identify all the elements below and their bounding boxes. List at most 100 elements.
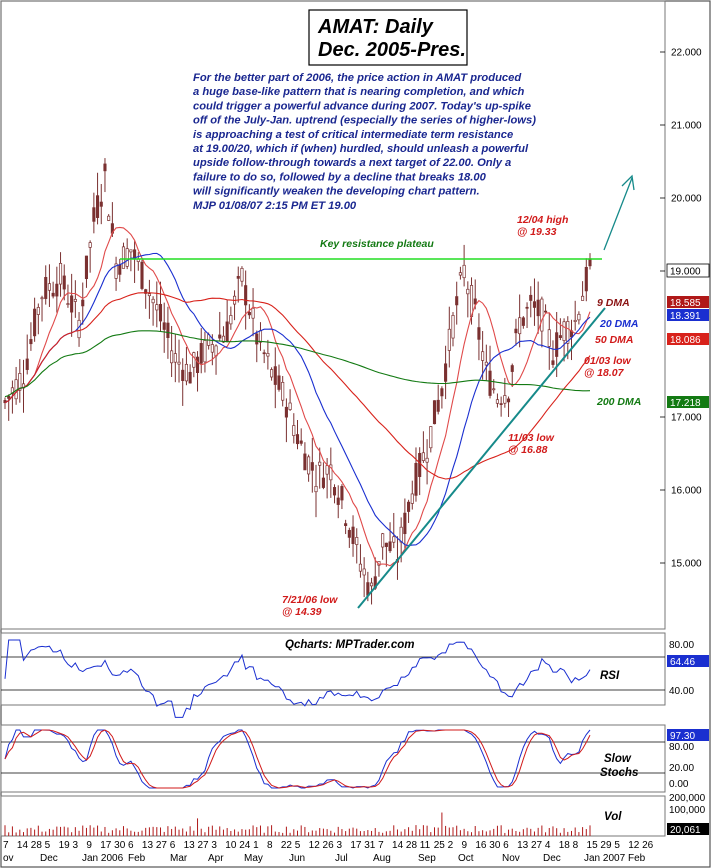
candle-body-149: [555, 332, 559, 357]
candle-body-3: [14, 379, 18, 400]
candle-body-7: [29, 339, 33, 345]
x-day-label-17: 24: [239, 840, 251, 851]
candle-body-14: [55, 283, 59, 297]
candle-body-77: [288, 402, 292, 410]
x-month-label-5: Apr: [208, 853, 224, 864]
commentary-line-1: a huge base-like pattern that is nearing…: [193, 86, 524, 98]
candle-body-30: [114, 263, 118, 279]
candle-body-156: [581, 295, 585, 301]
candle-body-155: [577, 313, 581, 321]
x-day-label-34: 16: [475, 840, 487, 851]
candle-body-128: [477, 327, 481, 340]
low-jan-value: @ 18.07: [584, 367, 625, 379]
dma20-label: 20 DMA: [599, 318, 639, 330]
candle-body-96: [358, 563, 362, 572]
low-july-label: 7/21/06 low: [282, 594, 338, 606]
candle-body-51: [192, 352, 196, 368]
candle-body-42: [158, 303, 163, 322]
candle-body-64: [240, 268, 244, 282]
candle-body-135: [503, 395, 507, 404]
candle-body-31: [118, 264, 122, 275]
commentary-line-8: will significantly weaken the developing…: [193, 186, 480, 198]
x-day-label-32: 2: [448, 840, 454, 851]
stoch-d-line: [4, 729, 591, 789]
candle-body-107: [399, 526, 403, 543]
candle-body-110: [410, 493, 414, 504]
candle-body-46: [173, 353, 177, 363]
x-month-label-12: Nov: [502, 853, 520, 864]
candle-body-81: [303, 453, 307, 471]
candle-body-43: [162, 322, 166, 330]
dma200-line: [4, 330, 591, 398]
candle-body-103: [384, 542, 388, 547]
candle-body-141: [525, 306, 529, 309]
x-day-label-27: 7: [378, 840, 384, 851]
candle-body-76: [284, 406, 288, 418]
candle-body-19: [73, 298, 77, 302]
candle-body-85: [318, 461, 322, 466]
candle-body-53: [199, 343, 203, 364]
dma9-value-box: 18.585: [667, 296, 709, 309]
x-day-label-24: 3: [336, 840, 342, 851]
dma50-line: [4, 292, 591, 480]
candle-body-23: [88, 242, 92, 248]
candle-body-21: [81, 299, 85, 307]
candle-body-117: [436, 399, 440, 412]
x-day-label-38: 27: [531, 840, 543, 851]
candle-body-154: [573, 319, 577, 322]
candle-body-138: [514, 328, 518, 334]
dma20-line: [4, 252, 591, 547]
candle-body-145: [540, 298, 544, 332]
x-day-label-8: 30: [114, 840, 126, 851]
candle-body-152: [566, 321, 570, 344]
candle-body-97: [362, 568, 366, 576]
candle-body-8: [33, 308, 37, 337]
candle-body-118: [440, 388, 444, 397]
commentary-line-0: For the better part of 2006, the price a…: [193, 72, 522, 84]
commentary-line-9: MJP 01/08/07 2:15 PM ET 19.00: [193, 200, 357, 212]
x-month-label-9: Aug: [373, 853, 391, 864]
x-day-label-13: 13: [184, 840, 196, 851]
candle-body-6: [25, 358, 29, 370]
candle-body-58: [218, 334, 222, 339]
x-day-label-18: 1: [253, 840, 259, 851]
candle-body-83: [310, 462, 314, 471]
x-day-label-2: 28: [31, 840, 43, 851]
candle-body-73: [273, 366, 277, 385]
x-day-label-21: 5: [295, 840, 301, 851]
candle-body-26: [99, 201, 103, 207]
candle-body-68: [255, 333, 259, 345]
candle-body-94: [351, 526, 355, 544]
candle-body-116: [432, 400, 437, 425]
x-day-label-19: 8: [267, 840, 273, 851]
stoch-value: 97.30: [670, 731, 695, 742]
candle-body-115: [429, 426, 433, 449]
candle-body-63: [236, 276, 240, 279]
candle-body-11: [44, 277, 48, 299]
candle-body-148: [551, 360, 555, 365]
candle-body-79: [295, 434, 300, 445]
x-day-label-15: 3: [211, 840, 217, 851]
rsi-line: [4, 639, 591, 718]
dma50-value-box: 18.086: [667, 333, 709, 346]
stoch-tick-80: 80.00: [669, 742, 694, 753]
candle-body-122: [455, 296, 459, 306]
candle-body-87: [325, 465, 329, 475]
x-day-label-3: 5: [45, 840, 51, 851]
x-day-label-30: 11: [420, 840, 431, 851]
dma9-label: 9 DMA: [597, 297, 630, 309]
x-day-label-6: 9: [86, 840, 92, 851]
candle-body-4: [18, 373, 22, 391]
candle-body-91: [340, 486, 344, 501]
candle-body-147: [547, 329, 551, 347]
x-day-label-39: 4: [545, 840, 551, 851]
x-day-label-28: 14: [392, 840, 404, 851]
high-value: @ 19.33: [517, 226, 557, 238]
candle-body-102: [381, 533, 385, 548]
rsi-label: RSI: [600, 670, 620, 682]
dma50-label: 50 DMA: [595, 334, 634, 346]
svg-text:18.585: 18.585: [670, 298, 701, 309]
candle-body-10: [40, 297, 44, 300]
candle-body-111: [414, 462, 418, 496]
x-day-label-5: 3: [72, 840, 78, 851]
